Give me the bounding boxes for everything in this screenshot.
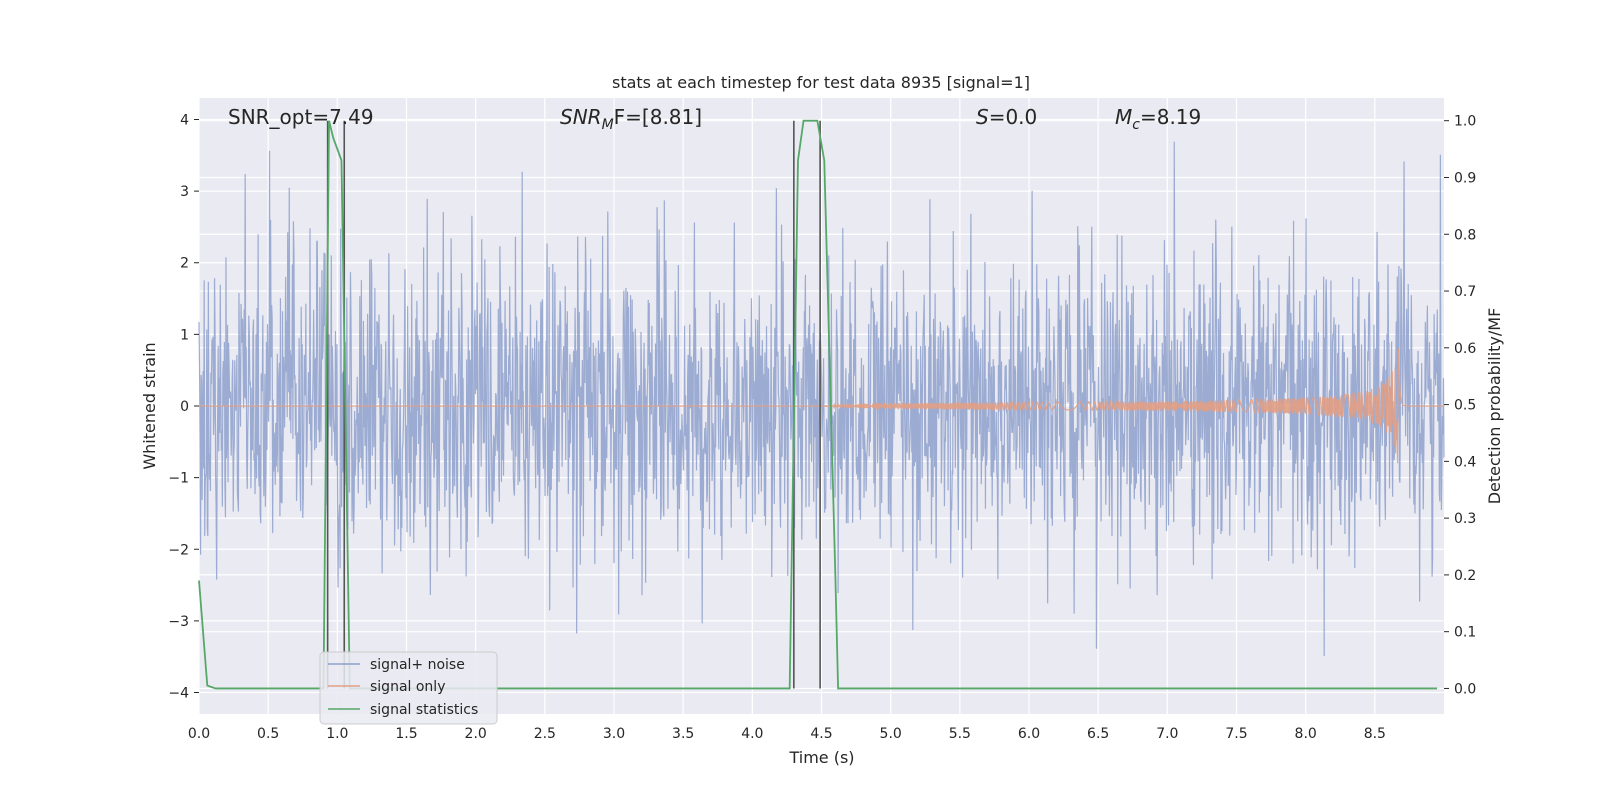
x-tick-label: 6.0 — [1018, 726, 1040, 742]
x-tick-label: 4.0 — [741, 726, 763, 742]
x-axis-label: Time (s) — [788, 748, 854, 767]
x-tick-label: 7.5 — [1225, 726, 1247, 742]
x-tick-label: 8.0 — [1295, 726, 1317, 742]
x-tick-label: 3.0 — [603, 726, 625, 742]
y-left-tick-label: 2 — [180, 256, 189, 272]
y-left-tick-label: 4 — [180, 112, 189, 128]
legend-label-signal: signal only — [370, 679, 445, 695]
y-right-tick-label: 0.5 — [1454, 398, 1476, 414]
legend-label-stats: signal statistics — [370, 702, 478, 718]
y-left-tick-label: −4 — [168, 686, 189, 702]
y-left-tick-label: −2 — [168, 542, 189, 558]
y-right-tick-label: 0.6 — [1454, 341, 1476, 357]
x-tick-label: 1.5 — [395, 726, 417, 742]
chart-title: stats at each timestep for test data 893… — [612, 73, 1030, 92]
signal-series — [199, 348, 1444, 464]
x-tick-label: 2.5 — [534, 726, 556, 742]
x-tick-label: 5.0 — [880, 726, 902, 742]
y-axis-label-left: Whitened strain — [140, 342, 159, 469]
mc-sub: c — [1132, 117, 1140, 133]
annotation-snr-opt: SNR_opt=7.49 — [228, 105, 374, 129]
x-tick-label: 0.0 — [188, 726, 210, 742]
statistics-line — [198, 119, 1438, 690]
y-left-tick-label: −1 — [168, 471, 189, 487]
mc-base: M — [1115, 105, 1132, 129]
mc-value: =8.19 — [1140, 105, 1201, 129]
x-tick-label: 7.0 — [1156, 726, 1178, 742]
x-tick-label: 3.5 — [672, 726, 694, 742]
y-right-tick-label: 0.9 — [1454, 170, 1476, 186]
legend-label-noise: signal+ noise — [370, 657, 465, 673]
legend: signal+ noise signal only signal statist… — [319, 651, 498, 725]
y-right-tick-label: 0.7 — [1454, 284, 1476, 300]
y-right-tick-label: 0.8 — [1454, 227, 1476, 243]
snr-mf-rest: F=[8.81] — [614, 105, 702, 129]
x-tick-label: 0.5 — [257, 726, 279, 742]
signal-line — [199, 348, 1444, 464]
y-right-tick-label: 0.3 — [1454, 511, 1476, 527]
y-left-tick-label: 1 — [180, 327, 189, 343]
x-tick-label: 6.5 — [1087, 726, 1109, 742]
annotation-s: S=0.0 — [976, 105, 1037, 129]
y-right-tick-label: 0.2 — [1454, 568, 1476, 584]
x-tick-label: 1.0 — [326, 726, 348, 742]
statistics-series — [198, 119, 1438, 690]
annotation-mc: Mc=8.19 — [1115, 105, 1201, 133]
legend-box — [319, 651, 498, 725]
x-tick-label: 5.5 — [949, 726, 971, 742]
snr-mf-base: SNR — [560, 105, 602, 129]
s-label: S — [976, 105, 989, 129]
y-right-tick-label: 0.0 — [1454, 681, 1476, 697]
noise-line — [198, 141, 1445, 657]
annotation-snr-mf: SNRMF=[8.81] — [560, 105, 702, 133]
s-value: =0.0 — [989, 105, 1038, 129]
x-tick-label: 8.5 — [1364, 726, 1386, 742]
y-right-tick-label: 0.1 — [1454, 625, 1476, 641]
x-tick-label: 4.5 — [810, 726, 832, 742]
y-axis-label-right: Detection probability/MF — [1485, 308, 1504, 505]
snr-mf-sub: M — [602, 117, 614, 133]
y-left-tick-label: 3 — [180, 184, 189, 200]
noise-series — [198, 141, 1445, 657]
x-tick-label: 2.0 — [465, 726, 487, 742]
y-right-tick-label: 0.4 — [1454, 454, 1476, 470]
ticks: 0.0 0.5 1.0 1.5 2.0 2.5 3.0 3.5 4.0 4.5 5.0 5.5 6.0 6… — [168, 112, 1476, 742]
y-right-tick-label: 1.0 — [1454, 114, 1476, 130]
y-left-tick-label: −3 — [168, 614, 189, 630]
y-left-tick-label: 0 — [180, 399, 189, 415]
